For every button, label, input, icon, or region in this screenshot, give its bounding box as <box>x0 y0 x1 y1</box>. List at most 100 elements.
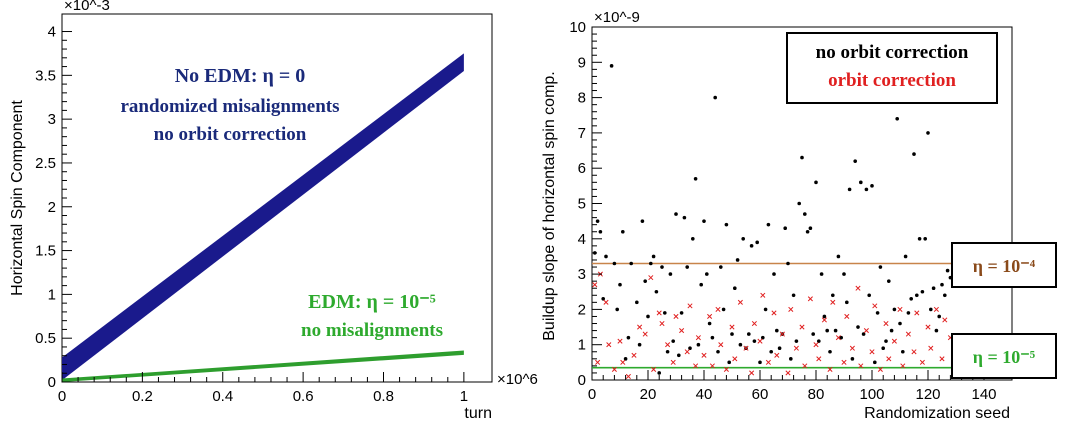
point-no-orbit <box>733 286 737 291</box>
point-no-orbit <box>917 237 922 241</box>
right-x-tick-label: 100 <box>859 386 884 403</box>
label-eta-1e-5: η = 10⁻⁵ <box>951 333 1057 379</box>
point-orbit <box>617 338 623 344</box>
point-no-orbit <box>861 332 866 336</box>
point-no-orbit <box>920 289 925 294</box>
point-orbit <box>816 356 822 362</box>
annotation-no-edm-line1: No EDM: η = 0 <box>175 65 306 87</box>
right-x-tick-label: 120 <box>915 386 940 403</box>
left-y-tick-label: 0.5 <box>35 330 56 347</box>
point-orbit <box>729 324 735 330</box>
band-0 <box>62 53 464 381</box>
annotation-no-edm-line2: randomized misalignments <box>120 96 339 117</box>
point-orbit <box>877 366 883 372</box>
point-no-orbit <box>637 342 642 347</box>
point-no-orbit <box>892 307 897 312</box>
point-no-orbit <box>766 222 771 227</box>
point-no-orbit <box>747 332 751 336</box>
left-x-tick-label: 0.4 <box>212 388 233 405</box>
label-eta-1e-4: η = 10⁻⁴ <box>951 242 1057 288</box>
point-orbit <box>765 359 771 365</box>
point-orbit <box>707 313 713 320</box>
point-no-orbit <box>850 357 855 361</box>
point-no-orbit <box>763 307 768 312</box>
point-no-orbit <box>693 176 698 181</box>
point-orbit <box>802 363 808 369</box>
point-no-orbit <box>912 152 916 156</box>
point-no-orbit <box>761 335 765 340</box>
point-orbit <box>620 359 626 365</box>
point-no-orbit <box>789 357 793 361</box>
point-no-orbit <box>643 279 647 283</box>
point-orbit <box>928 345 934 351</box>
point-no-orbit <box>674 212 678 216</box>
left-x-label: turn <box>464 405 492 422</box>
point-no-orbit <box>699 282 703 287</box>
point-no-orbit <box>839 335 843 340</box>
point-no-orbit <box>724 222 729 227</box>
point-no-orbit <box>668 272 673 276</box>
point-no-orbit <box>943 293 947 298</box>
point-no-orbit <box>889 328 894 333</box>
point-orbit <box>863 328 869 334</box>
right-y-tick-label: 6 <box>578 160 586 177</box>
point-orbit <box>883 320 889 327</box>
point-no-orbit <box>873 360 877 365</box>
point-no-orbit <box>895 116 899 121</box>
point-no-orbit <box>833 328 838 333</box>
point-no-orbit <box>875 311 880 315</box>
point-no-orbit <box>906 311 911 315</box>
left-x-tick-label: 1 <box>460 388 468 405</box>
right-y-label: Buildup slope of horizontal spin comp. <box>541 71 558 341</box>
point-no-orbit <box>727 360 731 365</box>
point-no-orbit <box>825 328 829 333</box>
left-y-tick-label: 4 <box>48 24 56 41</box>
point-no-orbit <box>749 244 754 248</box>
point-no-orbit <box>803 212 807 216</box>
right-y-tick-label: 5 <box>578 196 586 213</box>
point-orbit <box>905 331 911 337</box>
left-x-tick-label: 0.2 <box>132 388 153 405</box>
point-no-orbit <box>898 321 902 326</box>
point-orbit <box>897 306 903 312</box>
point-no-orbit <box>811 332 815 336</box>
point-orbit <box>749 370 755 376</box>
point-orbit <box>709 363 715 369</box>
left-y-tick-label: 3.5 <box>35 67 56 84</box>
label-eta-1e-5-box <box>951 333 1057 379</box>
point-no-orbit <box>867 293 871 298</box>
point-orbit <box>942 317 948 323</box>
point-orbit <box>625 373 631 380</box>
point-no-orbit <box>719 265 723 269</box>
point-orbit <box>687 303 693 309</box>
left-y-tick-label: 2 <box>48 199 56 216</box>
point-orbit <box>723 366 729 372</box>
label-eta-1e-5-text: η = 10⁻⁵ <box>973 347 1036 367</box>
right-x-tick-label: 80 <box>808 386 825 403</box>
point-orbit <box>849 345 855 351</box>
right-y-tick-label: 7 <box>578 125 586 142</box>
point-no-orbit <box>822 314 827 319</box>
point-orbit <box>695 335 701 341</box>
legend-entry-orbit: orbit correction <box>828 70 956 91</box>
point-no-orbit <box>878 265 883 269</box>
left-y-tick-label: 3 <box>48 111 56 128</box>
point-orbit <box>684 349 690 355</box>
point-no-orbit <box>688 346 692 351</box>
point-no-orbit <box>665 349 670 354</box>
left-y-tick-label: 1 <box>48 286 56 303</box>
point-no-orbit <box>783 226 787 231</box>
point-no-orbit <box>671 339 675 343</box>
point-no-orbit <box>677 353 681 358</box>
point-orbit <box>830 299 836 305</box>
left-x-tick-label: 0.8 <box>373 388 394 405</box>
point-no-orbit <box>797 201 801 206</box>
point-no-orbit <box>685 265 689 269</box>
point-no-orbit <box>831 293 835 298</box>
point-orbit <box>648 275 654 281</box>
point-orbit <box>886 356 892 362</box>
point-orbit <box>595 359 601 365</box>
point-orbit <box>788 306 794 312</box>
point-no-orbit <box>836 254 841 259</box>
